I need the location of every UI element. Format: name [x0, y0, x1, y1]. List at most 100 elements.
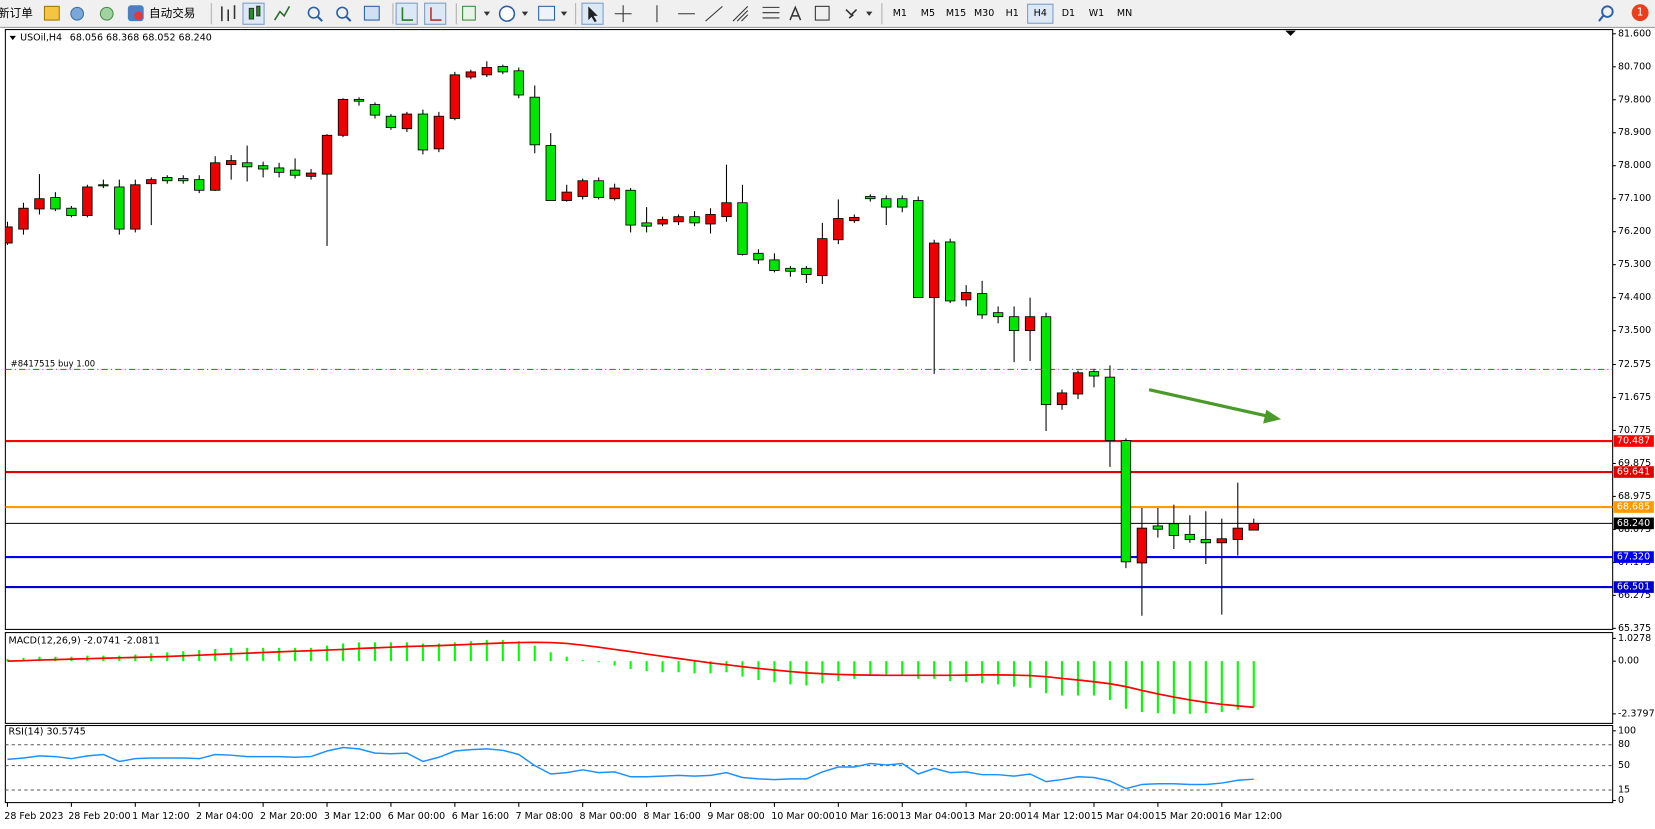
price-level-tag — [1613, 501, 1654, 513]
dropdown-arrow[interactable] — [866, 11, 873, 16]
candle-body — [753, 252, 764, 261]
dropdown-arrow[interactable] — [483, 11, 491, 16]
x-tick-label: 2 Mar 04:00 — [196, 811, 253, 822]
icon-zoom-in-handle — [317, 16, 323, 22]
macd-bar — [1029, 661, 1032, 688]
icon-zoom-in[interactable] — [307, 6, 320, 19]
icon-crosshair[interactable] — [614, 5, 632, 23]
candle-body — [801, 267, 812, 275]
timeframe-button[interactable]: M15 — [946, 8, 966, 19]
macd-bar — [325, 645, 329, 662]
icon-signal[interactable] — [99, 6, 114, 21]
icon-templates[interactable] — [538, 5, 556, 21]
icon-text-label[interactable] — [814, 5, 830, 21]
y-tick-label: 65.375 — [1618, 623, 1651, 634]
icon-trendline[interactable] — [705, 5, 723, 22]
rsi-y-tick-label: 15 — [1618, 785, 1630, 796]
macd-bar — [517, 641, 520, 662]
candle-body — [1248, 522, 1259, 531]
icon-search[interactable] — [1601, 5, 1614, 18]
icon-text[interactable] — [789, 5, 802, 21]
candle-body — [18, 207, 29, 230]
icon-line-chart[interactable] — [273, 5, 291, 21]
macd-bar — [294, 647, 297, 662]
macd-bar — [853, 661, 856, 679]
timeframe-button[interactable]: MN — [1117, 8, 1132, 19]
macd-bar — [645, 661, 648, 672]
candle-body — [769, 259, 780, 271]
macd-bar — [661, 661, 664, 673]
icon-periods[interactable] — [498, 5, 516, 22]
candle-body — [1232, 527, 1243, 540]
y-tick-label: 78.900 — [1618, 127, 1651, 138]
notification-badge[interactable] — [1631, 4, 1649, 22]
candle-body — [481, 67, 492, 76]
icon-bar-chart[interactable] — [221, 5, 236, 22]
candle-body — [66, 207, 77, 216]
timeframe-button[interactable]: M5 — [921, 8, 935, 19]
macd-bar — [421, 643, 424, 662]
icon-fibonacci[interactable] — [762, 6, 780, 19]
macd-bar — [246, 647, 249, 662]
new-order-button[interactable]: 新订单 — [0, 6, 33, 20]
candle-body — [162, 177, 173, 182]
candle-body — [337, 98, 349, 136]
candle-body — [273, 167, 285, 173]
candle-body — [401, 113, 413, 130]
icon-autoscroll-active[interactable] — [395, 2, 418, 25]
icon-auto-trading-stop — [134, 11, 143, 21]
timeframe-button[interactable]: H1 — [1006, 8, 1019, 19]
timeframe-button[interactable]: W1 — [1089, 8, 1104, 19]
candle-body — [992, 312, 1004, 318]
candle-body — [673, 216, 684, 223]
icon-tile[interactable] — [363, 5, 380, 21]
candle-body — [513, 70, 524, 96]
auto-trading-button[interactable]: 自动交易 — [149, 6, 195, 20]
macd-bar — [373, 642, 377, 662]
candle-body — [785, 267, 796, 272]
icon-market[interactable] — [70, 6, 85, 21]
icon-chart-shift — [430, 7, 442, 21]
x-tick-label: 2 Mar 20:00 — [260, 811, 317, 822]
candle-body — [497, 65, 508, 73]
timeframe-button[interactable]: H4 — [1034, 8, 1047, 19]
y-tick-label: 77.100 — [1618, 193, 1651, 204]
icon-arrows[interactable] — [845, 8, 858, 19]
candle-body — [146, 179, 157, 185]
macd-bar — [565, 656, 568, 662]
candle-body — [833, 218, 844, 241]
candle-body — [1104, 376, 1116, 441]
icon-channel[interactable] — [732, 5, 749, 22]
price-level-tag — [1613, 551, 1654, 563]
y-tick-label: 73.500 — [1618, 325, 1651, 336]
icon-chart-shift-active[interactable] — [424, 2, 447, 25]
dropdown-arrow[interactable] — [521, 11, 529, 16]
macd-bar — [469, 641, 472, 662]
candle-body — [178, 178, 189, 182]
chart-title: USOil,H4 — [20, 33, 62, 44]
candle-body — [1120, 440, 1132, 563]
icon-history[interactable] — [43, 5, 60, 21]
y-tick-label: 68.075 — [1618, 524, 1651, 535]
rsi-title: RSI(14) 30.5745 — [9, 726, 86, 737]
candle-body — [114, 186, 125, 230]
candle-body — [865, 196, 876, 200]
timeframe-button[interactable]: M30 — [974, 8, 994, 19]
candle-body — [98, 184, 109, 187]
y-tick-label: 80.700 — [1618, 61, 1651, 72]
icon-zoom-out[interactable] — [336, 6, 349, 19]
rsi-y-tick-label: 80 — [1618, 739, 1630, 750]
toolbar-bg — [0, 0, 1655, 28]
timeframe-button[interactable]: D1 — [1062, 8, 1075, 19]
x-tick-label: 6 Mar 00:00 — [388, 811, 445, 822]
candle-body — [1072, 372, 1084, 395]
macd-bar — [262, 647, 265, 662]
timeframe-button[interactable]: M1 — [893, 8, 907, 19]
icon-indicators[interactable] — [462, 5, 476, 21]
candle-body — [593, 180, 604, 199]
macd-bar — [917, 661, 920, 679]
candle-body — [433, 115, 445, 150]
dropdown-arrow[interactable] — [560, 11, 568, 16]
